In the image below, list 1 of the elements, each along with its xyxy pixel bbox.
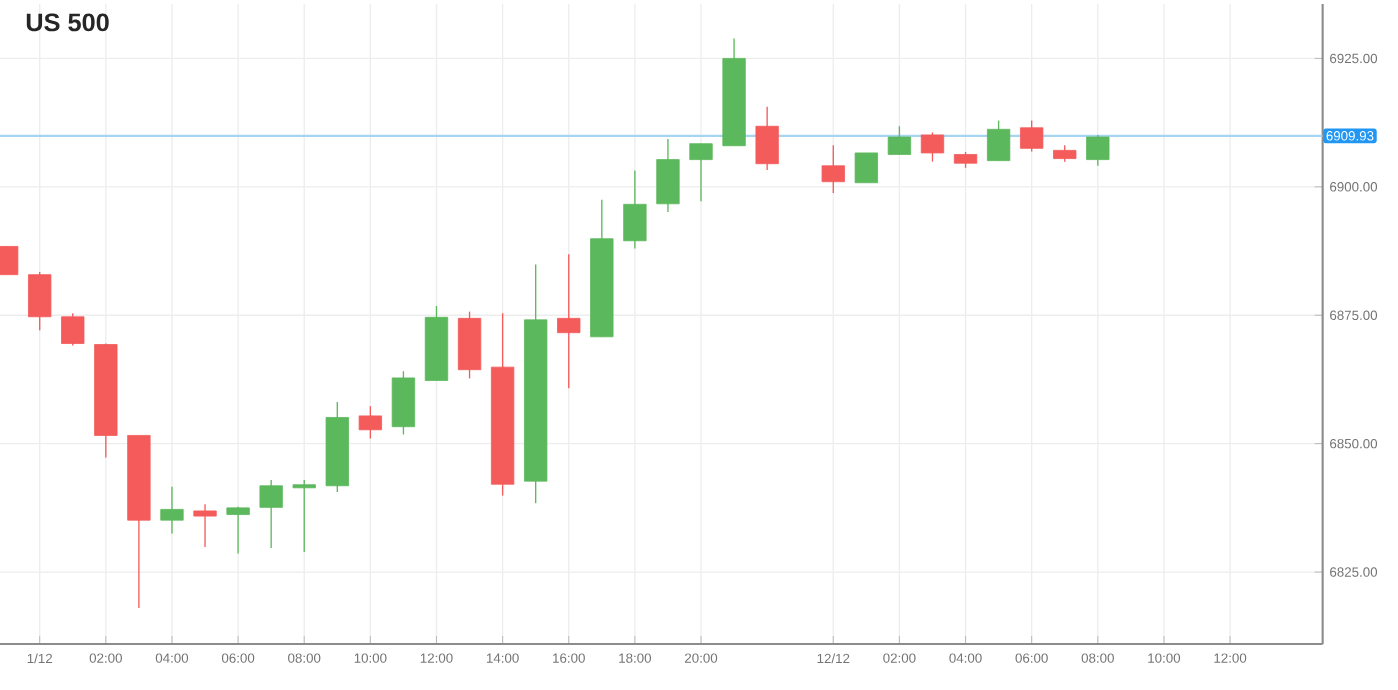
chart-title: US 500 <box>26 13 109 32</box>
